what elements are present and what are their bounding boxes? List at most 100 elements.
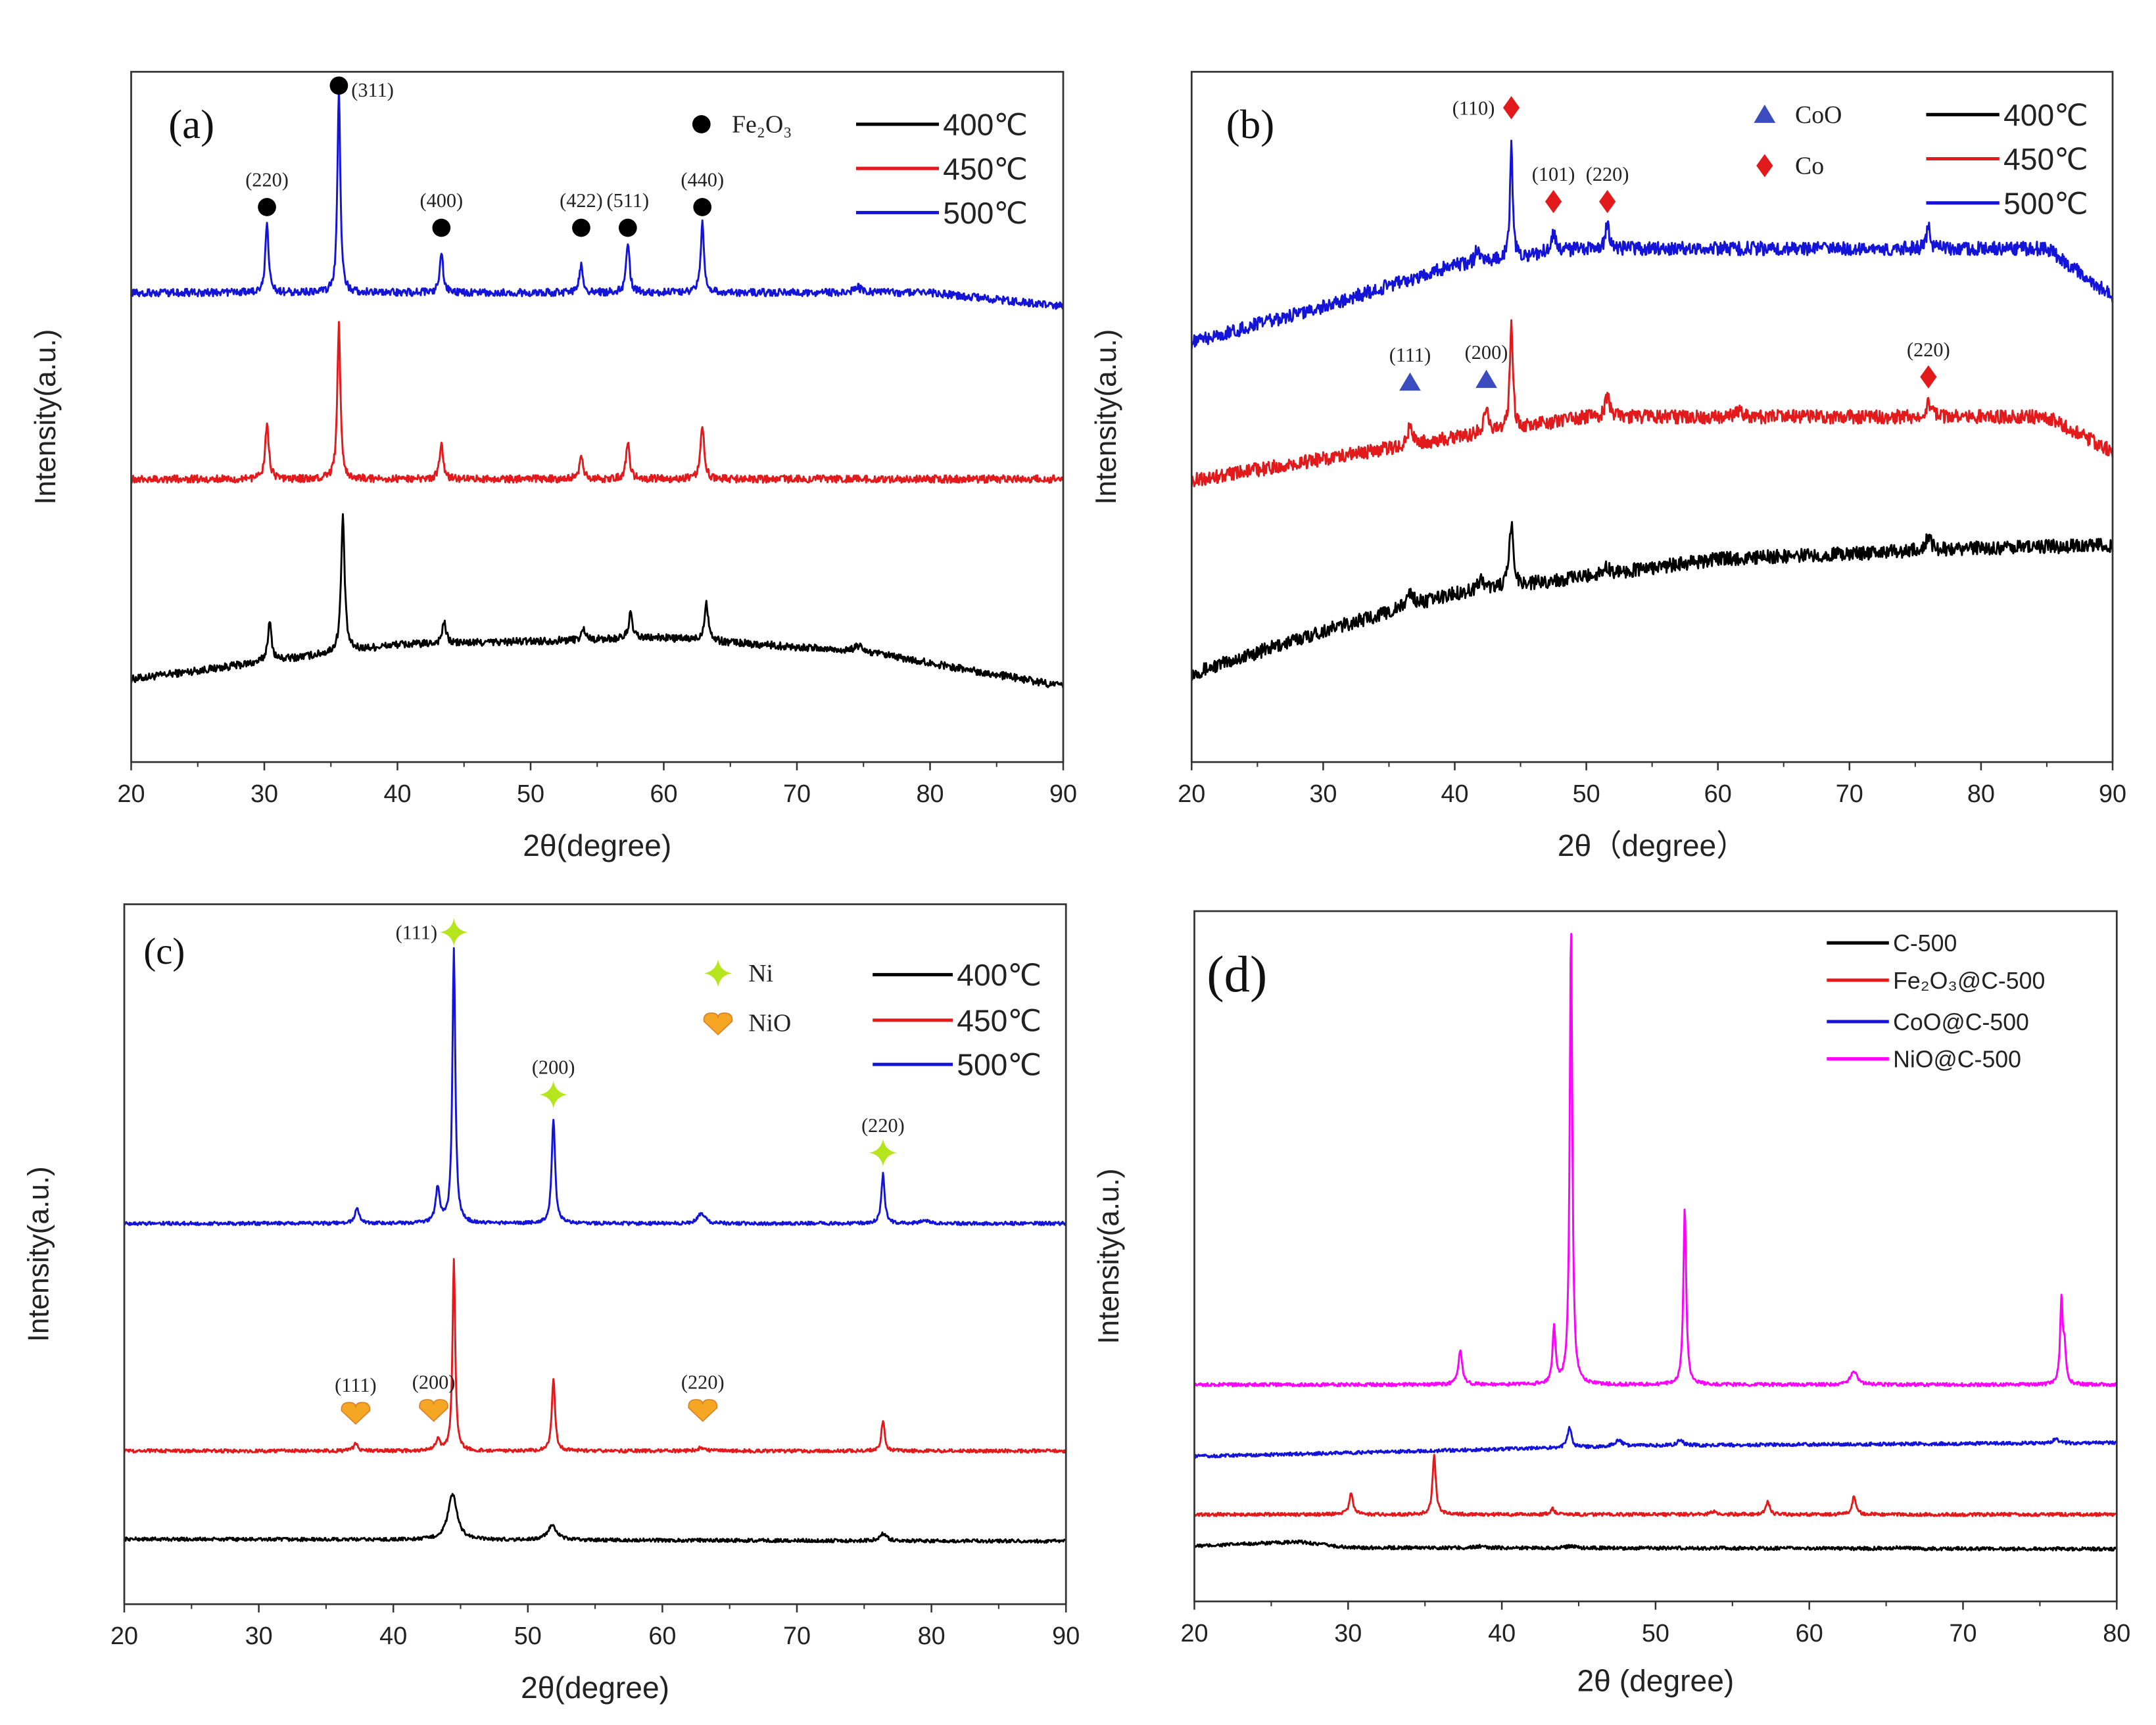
legend-label: 450℃ [2003, 142, 2088, 176]
legend-label: 400℃ [943, 108, 1028, 142]
dot-marker-icon [258, 198, 276, 216]
series-line-2 [130, 88, 1064, 310]
heart-marker-icon [419, 1399, 448, 1422]
diamond-marker-icon [1756, 154, 1773, 177]
panel-c: 20 30 40 50 60 70 80 90 2θ(degree) Intensity(a.u.… [23, 903, 1080, 1705]
series-line-2 [1190, 139, 2114, 350]
series-line-0 [1191, 521, 2114, 681]
star-marker-icon [704, 959, 732, 987]
panel-label: (c) [143, 931, 185, 972]
y-axis-title: Intensity(a.u.) [1090, 329, 1122, 505]
phase-legend-label: Ni [748, 960, 773, 987]
peak-annotation-label: (110) [1452, 97, 1495, 119]
star-marker-icon [869, 1139, 897, 1167]
heart-marker-icon [341, 1402, 371, 1425]
x-tick-label: 30 [251, 780, 278, 808]
peak-annotation-label: (220) [1586, 163, 1629, 185]
x-tick-label: 90 [1052, 1622, 1080, 1650]
panel-a: 20 30 40 50 60 70 80 90 2θ(degree) Intensity(a.u.… [30, 70, 1077, 862]
x-tick-label: 50 [1642, 1620, 1669, 1647]
phase-legend-label: Co [1795, 153, 1824, 180]
diamond-marker-icon [1920, 365, 1937, 389]
x-tick-label: 20 [117, 780, 145, 808]
panel-d: 20 30 40 50 60 70 80 2θ (degree) Intensity(a.u.)… [1093, 910, 2130, 1698]
series-line-2 [1194, 1426, 2118, 1459]
star-marker-icon [440, 918, 468, 947]
y-axis-title: Intensity(a.u.) [30, 329, 62, 505]
legend-label: NiO@C-500 [1893, 1047, 2021, 1073]
peak-annotation-label: (111) [335, 1374, 376, 1396]
x-tick-label: 40 [1441, 780, 1468, 808]
x-tick-label: 80 [2103, 1620, 2130, 1647]
series-line-0 [130, 513, 1065, 689]
x-tick-label: 30 [1309, 780, 1337, 808]
diamond-marker-icon [1502, 96, 1520, 120]
y-axis-title: Intensity(a.u.) [1093, 1168, 1125, 1344]
series-line-0 [123, 1493, 1066, 1544]
heart-marker-icon [688, 1399, 718, 1422]
phase-legend-label: CoO [1795, 101, 1842, 129]
x-axis-title: 2θ (degree) [1577, 1664, 1735, 1698]
series-line-0 [1193, 1539, 2118, 1552]
peak-annotation-label: (422) [560, 189, 603, 212]
x-tick-label: 50 [514, 1622, 542, 1650]
peak-annotation-label: (220) [245, 169, 289, 191]
triangle-marker-icon [1399, 372, 1421, 391]
series-line-1 [131, 321, 1065, 484]
peak-annotation-label: (111) [1389, 344, 1431, 366]
x-tick-label: 60 [650, 780, 677, 808]
panel-label: (a) [168, 101, 214, 147]
phase-legend-label: NiO [748, 1010, 791, 1037]
peak-annotation-label: (200) [1465, 341, 1508, 364]
peak-annotation-label: (220) [861, 1114, 905, 1137]
dot-marker-icon [618, 218, 637, 237]
x-tick-label: 80 [1967, 780, 1995, 808]
panel-label: (b) [1226, 101, 1274, 147]
peak-annotation-label: (101) [1532, 163, 1575, 185]
x-axis-title: 2θ(degree) [523, 828, 671, 862]
x-tick-label: 70 [1949, 1620, 1976, 1647]
peak-annotation-label: (400) [419, 189, 463, 212]
legend-label: 450℃ [957, 1004, 1042, 1038]
dot-marker-icon [693, 198, 712, 216]
x-tick-label: 60 [648, 1622, 676, 1650]
x-axis-title: 2θ（degree） [1558, 828, 1747, 862]
x-tick-label: 40 [379, 1622, 407, 1650]
x-tick-label: 70 [783, 1622, 811, 1650]
dot-marker-icon [572, 218, 590, 237]
x-tick-label: 80 [916, 780, 944, 808]
series-line-2 [123, 947, 1067, 1227]
legend-label: 400℃ [2003, 98, 2088, 132]
heart-marker-icon [703, 1012, 733, 1035]
x-tick-label: 50 [517, 780, 544, 808]
legend-label: 500℃ [943, 196, 1028, 230]
triangle-marker-icon [1754, 105, 1776, 123]
series-line-1 [1190, 319, 2114, 488]
peak-annotation-label: (200) [412, 1371, 456, 1394]
x-tick-label: 40 [383, 780, 411, 808]
series-line-1 [1193, 1453, 2118, 1517]
x-tick-label: 20 [110, 1622, 138, 1650]
x-tick-label: 40 [1488, 1620, 1516, 1647]
peak-annotation-label: (311) [351, 79, 394, 101]
diamond-marker-icon [1545, 189, 1562, 214]
x-tick-label: 90 [2099, 780, 2126, 808]
x-tick-label: 60 [1704, 780, 1732, 808]
series-line-3 [1193, 933, 2118, 1388]
series-line-1 [123, 1258, 1067, 1454]
x-tick-label: 20 [1178, 780, 1205, 808]
x-axis-title: 2θ(degree) [521, 1670, 669, 1705]
peak-annotation-label: (111) [396, 922, 437, 944]
peak-annotation-label: (200) [532, 1056, 575, 1079]
dot-marker-icon [329, 76, 348, 95]
legend-label: 450℃ [943, 152, 1028, 186]
diamond-marker-icon [1599, 189, 1616, 214]
legend-label: Fe₂O₃@C-500 [1893, 968, 2045, 994]
panel-label: (d) [1207, 946, 1267, 1003]
x-tick-label: 30 [1334, 1620, 1362, 1647]
x-tick-label: 30 [245, 1622, 273, 1650]
panel-b: 20 30 40 50 60 70 80 90 2θ（degree） Intensity(a.u.… [1090, 70, 2126, 862]
y-axis-title: Intensity(a.u.) [23, 1166, 55, 1342]
phase-legend-label: Fe₂O₃ [732, 111, 792, 139]
